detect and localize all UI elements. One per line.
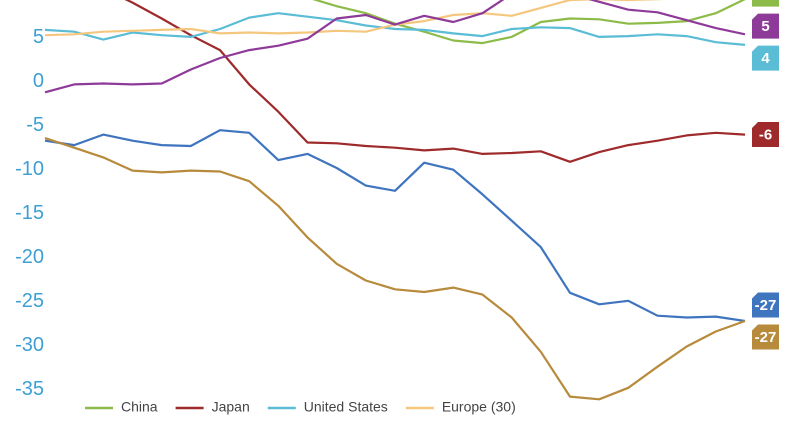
y-tick-label: 5 (33, 26, 44, 48)
series-line (44, 0, 665, 37)
y-tick-label: -20 (15, 246, 44, 268)
end-label: 4 (761, 50, 770, 67)
end-label: -27 (755, 297, 777, 314)
y-tick-label: -25 (15, 290, 44, 312)
series-line (312, 0, 746, 45)
series-line (44, 129, 746, 323)
series-line (44, 0, 746, 94)
end-label: -27 (755, 329, 777, 346)
y-tick-label: -15 (15, 202, 44, 224)
end-tag (752, 292, 779, 318)
end-tag (752, 0, 779, 7)
legend-label: Europe (30) (442, 399, 516, 415)
legend-label: China (121, 399, 158, 415)
end-tag (752, 45, 779, 71)
y-tick-label: 10 (22, 0, 44, 4)
legend-label: United States (304, 399, 388, 415)
end-tag (752, 13, 779, 39)
end-label: -6 (759, 127, 772, 144)
y-tick-label: -30 (15, 334, 44, 356)
y-tick-label: -5 (26, 114, 44, 136)
legend-label: Japan (212, 399, 250, 415)
series-line (44, 137, 746, 401)
y-tick-label: -35 (15, 378, 44, 400)
y-tick-label: 0 (33, 70, 44, 92)
end-label: 5 (761, 18, 769, 35)
series-line (124, 0, 746, 163)
end-tag (752, 122, 779, 148)
end-tag (752, 324, 779, 350)
end-label: 9 (761, 0, 769, 3)
series-line (44, 12, 746, 46)
y-tick-label: -10 (15, 158, 44, 180)
